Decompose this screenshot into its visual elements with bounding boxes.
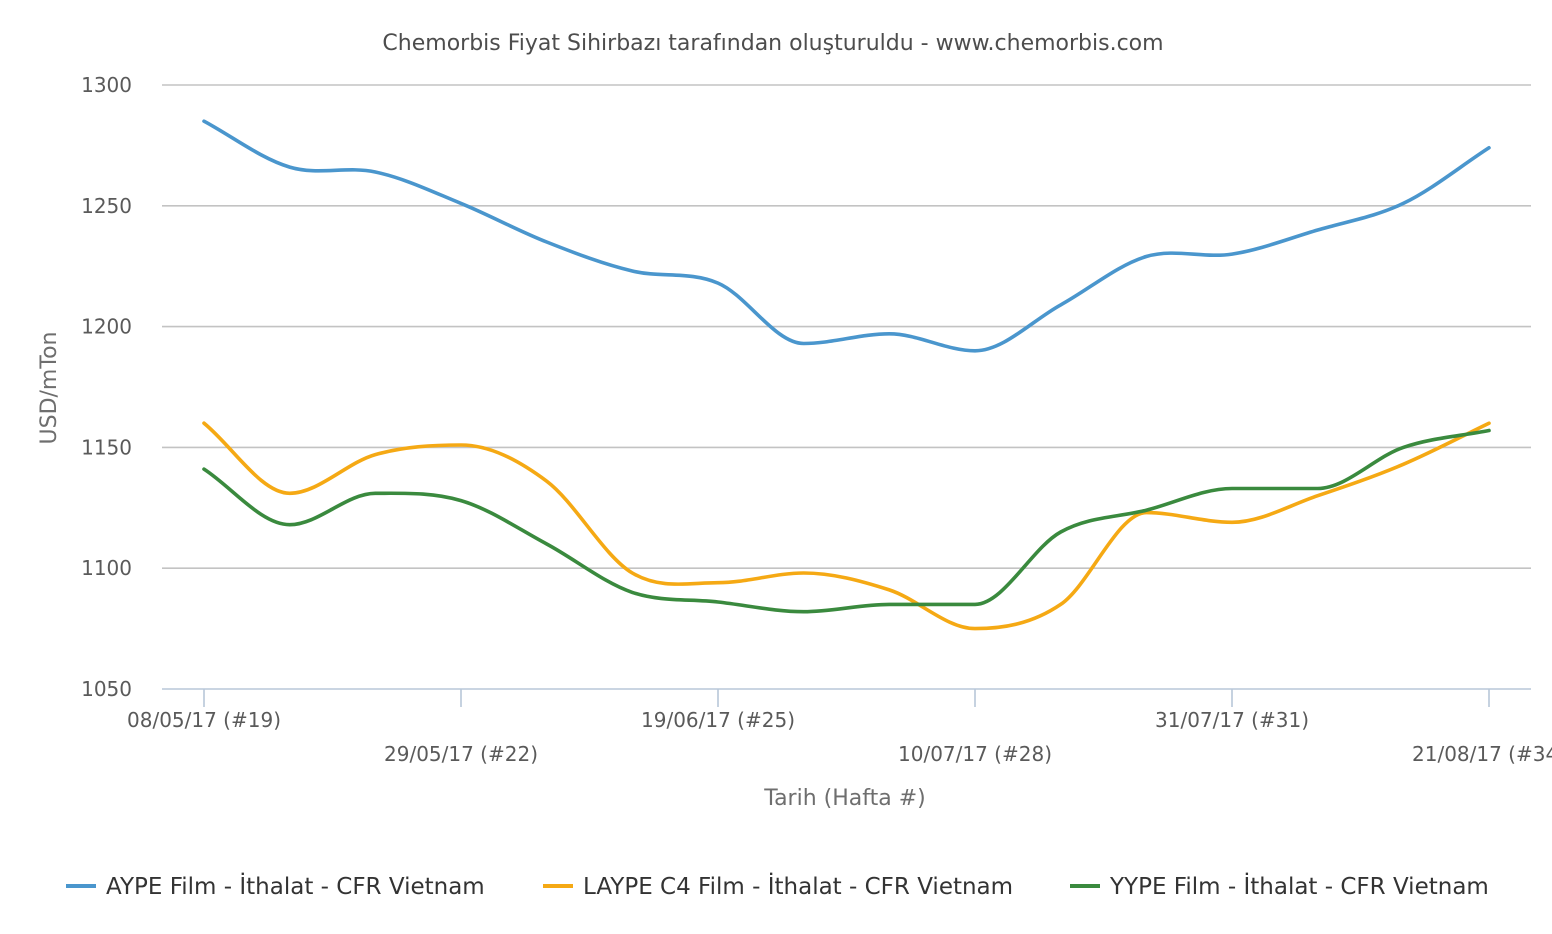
x-axis: 08/05/17 (#19) 29/05/17 (#22) 19/06/17 (#2… [127, 688, 1552, 766]
y-tick-label: 1150 [81, 435, 132, 459]
legend-label: YYPE Film - İthalat - CFR Vietnam [1109, 872, 1489, 900]
y-axis: 1050 1100 1150 1200 1250 1300 [81, 73, 132, 701]
y-tick-label: 1200 [81, 315, 132, 339]
chart-title: Chemorbis Fiyat Sihirbazı tarafından olu… [382, 31, 1163, 56]
x-tick-label: 08/05/17 (#19) [127, 708, 281, 732]
series-lines [202, 119, 1491, 631]
legend-label: LAYPE C4 Film - İthalat - CFR Vietnam [583, 872, 1013, 900]
y-axis-title: USD/mTon [37, 332, 62, 445]
grid-lines [162, 84, 1531, 570]
y-tick-label: 1250 [81, 194, 132, 218]
x-tick-label: 10/07/17 (#28) [898, 742, 1052, 766]
y-tick-label: 1100 [81, 556, 132, 580]
series-line-3 [202, 428, 1491, 614]
x-tick-label: 19/06/17 (#25) [641, 708, 795, 732]
series-line-1 [202, 119, 1491, 353]
x-tick-label: 31/07/17 (#31) [1155, 708, 1309, 732]
legend-item-3[interactable]: YYPE Film - İthalat - CFR Vietnam [1070, 872, 1489, 900]
legend-item-1[interactable]: AYPE Film - İthalat - CFR Vietnam [66, 872, 485, 900]
x-tick-label: 21/08/17 (#34) [1412, 742, 1552, 766]
x-tick-label: 29/05/17 (#22) [384, 742, 538, 766]
legend-label: AYPE Film - İthalat - CFR Vietnam [106, 872, 485, 900]
legend-item-2[interactable]: LAYPE C4 Film - İthalat - CFR Vietnam [543, 872, 1013, 900]
y-tick-label: 1300 [81, 73, 132, 97]
series-line-2 [202, 421, 1491, 631]
legend[interactable]: AYPE Film - İthalat - CFR Vietnam LAYPE C… [66, 872, 1489, 900]
x-axis-title: Tarih (Hafta #) [763, 786, 925, 811]
y-tick-label: 1050 [81, 677, 132, 701]
